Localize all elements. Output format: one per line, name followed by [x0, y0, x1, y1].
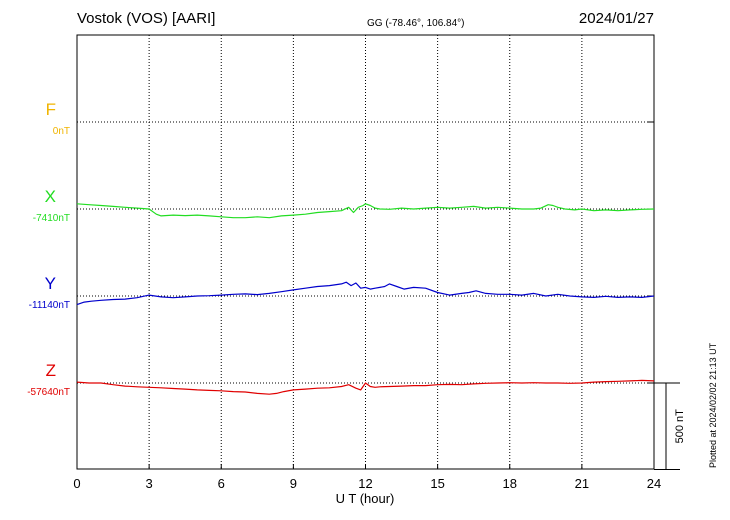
- x-axis-label: U T (hour): [336, 491, 395, 506]
- scale-bar: 500 nT: [654, 382, 686, 470]
- component-z-name: Z: [46, 361, 56, 380]
- x-tick-label: 0: [73, 476, 80, 491]
- component-f-name: F: [46, 100, 56, 119]
- x-tick-label: 15: [430, 476, 444, 491]
- date-label: 2024/01/27: [579, 10, 654, 27]
- plotted-at-note: Plotted at 2024/02/02 21:13 UT: [708, 342, 718, 468]
- component-f-baseline: 0nT: [53, 126, 70, 137]
- component-labels: F 0nT X -7410nT Y -11140nT Z -57640nT: [27, 100, 70, 398]
- station-title: Vostok (VOS) [AARI]: [77, 10, 215, 27]
- coordinates-label: GG (-78.46°, 106.84°): [367, 18, 465, 29]
- x-tick-label: 12: [358, 476, 372, 491]
- series-y-line: [76, 281, 655, 306]
- component-y-name: Y: [45, 274, 56, 293]
- x-tick-label: 18: [503, 476, 517, 491]
- series-layer: [76, 121, 655, 395]
- component-x-name: X: [45, 187, 56, 206]
- x-tick-label: 3: [146, 476, 153, 491]
- component-x-baseline: -7410nT: [33, 213, 70, 224]
- plot-grid: [77, 35, 654, 469]
- x-tick-label: 21: [575, 476, 589, 491]
- x-tick-label: 9: [290, 476, 297, 491]
- component-y-baseline: -11140nT: [29, 300, 70, 311]
- x-tick-label: 24: [647, 476, 661, 491]
- series-x-line: [76, 203, 655, 219]
- series-z-line: [76, 379, 655, 395]
- component-z-baseline: -57640nT: [27, 387, 70, 398]
- x-tick-label: 6: [218, 476, 225, 491]
- scale-bar-label: 500 nT: [674, 409, 686, 444]
- x-axis-ticks: 0 3 6 9 12 15 18 21 24: [73, 464, 661, 491]
